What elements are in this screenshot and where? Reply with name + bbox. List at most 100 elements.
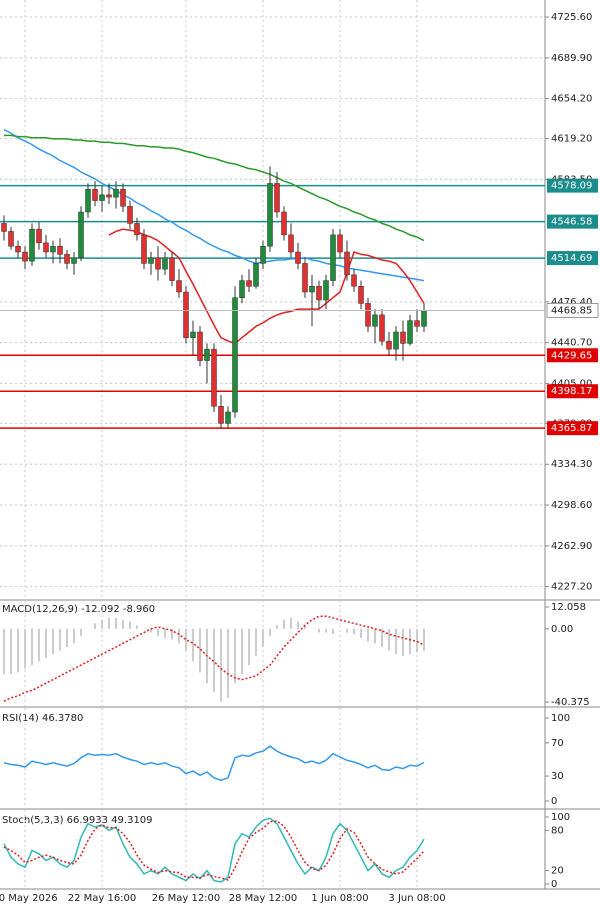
candle-body [71,257,77,264]
candle-body [421,310,427,327]
candle-body [1,223,7,232]
y-tick-label: 4654.20 [551,94,592,105]
candle-body [106,194,112,198]
level-label: 4578.09 [551,181,592,192]
candle-body [155,257,161,270]
y-tick-label: 4689.90 [551,53,592,64]
candle-body [358,286,364,304]
y-tick-label: 12.058 [551,602,586,613]
y-tick-label: 0 [551,879,557,890]
candle-body [190,331,196,338]
candle-body [36,228,42,244]
candle-body [57,246,63,255]
candle-body [393,331,399,350]
y-tick-label: 4298.60 [551,500,592,511]
candle-body [127,206,133,224]
candle-body [29,228,35,262]
level-label-box [547,251,598,266]
candle-body [15,246,21,253]
level-label-box [547,421,598,436]
x-tick-label: 3 Jun 08:00 [388,893,445,904]
candle-body [162,257,168,270]
x-tick-label: 1 Jun 08:00 [311,893,368,904]
indicator-line [108,228,425,345]
level-label-box [547,384,598,399]
panel-title: Stoch(5,3,3) 66.9933 49.3109 [2,815,153,826]
indicator-line [4,134,425,242]
candle-body [204,348,210,361]
indicator-line [3,820,425,881]
candle-body [274,183,280,213]
candle-body [239,280,245,298]
candle-body [211,348,217,407]
candle-body [134,223,140,236]
candle-body [351,274,357,287]
candle-body [176,280,182,293]
candle-body [344,251,350,276]
panel-title: MACD(12,26,9) -12.092 -8.960 [2,604,155,615]
candle-body [85,188,91,213]
candle-body [197,331,203,361]
level-label-box [547,178,598,193]
y-tick-label: 4619.20 [551,134,592,145]
y-tick-label: 100 [551,812,570,823]
x-tick-label: 22 May 16:00 [68,893,137,904]
candle-body [43,242,49,253]
candle-body [218,406,224,424]
x-tick-label: 26 May 12:00 [152,893,221,904]
level-label: 4546.58 [551,217,592,228]
indicator-line [3,615,425,702]
candle-body [260,246,266,264]
candle-body [99,194,105,201]
candle-body [337,234,343,253]
candle-body [365,303,371,327]
candle-body [78,211,84,258]
candle-body [323,280,329,301]
level-label: 4514.69 [551,253,592,264]
candle-body [141,234,147,264]
level-label-box [547,348,598,363]
last-price-label: 4468.85 [551,305,592,316]
y-tick-label: -40.375 [551,697,590,708]
y-tick-label: 4227.20 [551,582,592,593]
y-tick-label: 4725.60 [551,12,592,23]
candle-body [316,286,322,301]
candle-body [8,231,14,247]
candle-body [386,340,392,350]
candle-body [309,286,315,293]
candle-body [302,263,308,293]
candle-body [407,320,413,344]
candle-body [253,263,259,287]
candle-body [50,246,56,253]
y-tick-label: 0 [551,796,557,807]
x-tick-label: 20 May 2026 [0,893,58,904]
candle-body [372,314,378,327]
indicator-line [3,817,425,883]
candle-body [64,254,70,264]
panel-title: RSI(14) 46.3780 [2,713,83,724]
candle-body [330,234,336,281]
level-label: 4429.65 [551,350,592,361]
candle-body [246,280,252,287]
level-label: 4398.17 [551,386,592,397]
candle-body [183,291,189,338]
candle-body [379,314,385,342]
y-tick-label: 4334.30 [551,459,592,470]
last-price-box [546,302,599,318]
y-tick-label: 0.00 [551,624,573,635]
candle-body [113,188,119,198]
y-tick-label: 20 [551,866,564,877]
candle-body [92,188,98,201]
candle-body [414,320,420,327]
indicator-line [3,129,425,282]
candle-body [288,234,294,253]
y-tick-label: 80 [551,825,564,836]
x-tick-label: 28 May 12:00 [229,893,298,904]
candle-body [120,188,126,207]
y-tick-label: 4476.40 [551,297,592,308]
indicator-line [3,745,425,782]
y-tick-label: 70 [551,738,564,749]
candle-body [295,251,301,264]
level-label: 4365.87 [551,423,592,434]
